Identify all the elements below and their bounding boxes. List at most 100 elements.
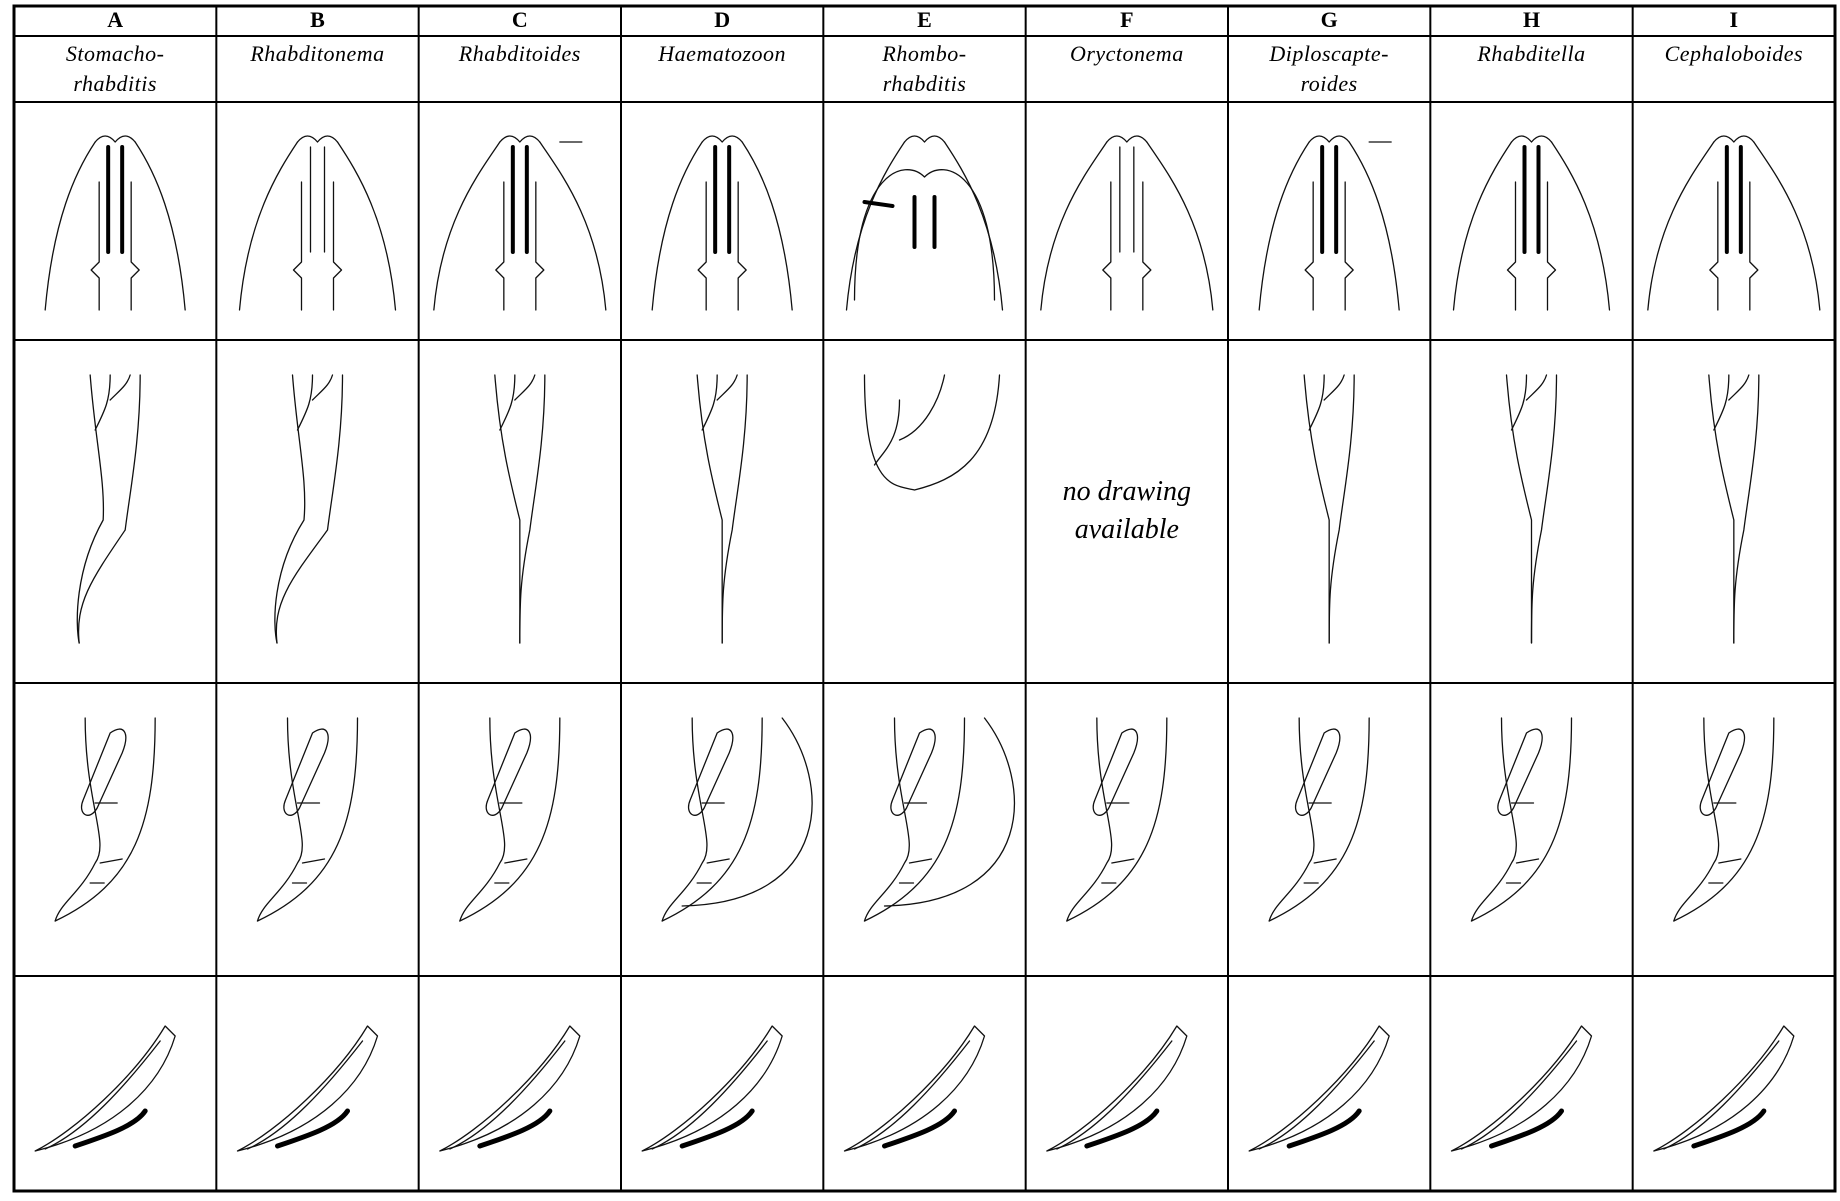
drawing-stroke [275, 374, 344, 644]
genus-name: rhabditis [73, 71, 157, 96]
head-drawing [1040, 135, 1214, 311]
gubernaculum [72, 1108, 148, 1149]
drawing-stroke [332, 181, 343, 311]
gubernaculum [1286, 1108, 1362, 1149]
genus-name: Diploscapte- [1268, 41, 1389, 66]
drawing-stroke [1295, 728, 1341, 816]
drawing-stroke [449, 1040, 566, 1150]
drawing-stroke [1040, 141, 1108, 311]
genus-name: Haematozoon [657, 41, 786, 66]
drawing-stroke [1713, 135, 1755, 143]
drawing-stroke [696, 802, 730, 884]
drawing-stroke [94, 374, 111, 431]
drawing-stroke [1505, 802, 1540, 884]
table-frame [12, 4, 1837, 1193]
genus-name: Oryctonema [1070, 41, 1184, 66]
drawing-stroke [514, 374, 536, 401]
drawing-stroke [1673, 717, 1775, 922]
drawing-stroke [903, 135, 946, 143]
drawing-stroke [495, 181, 505, 311]
drawing-stroke [873, 399, 901, 466]
drawing-stroke [1647, 141, 1715, 311]
female-tail-drawing [1303, 374, 1355, 644]
head-drawing [44, 135, 186, 311]
drawing-stroke [843, 1025, 986, 1152]
drawing-stroke [661, 717, 763, 922]
head-drawing [433, 135, 607, 311]
drawing-stroke [943, 141, 1004, 311]
drawing-stroke [274, 374, 306, 644]
drawing-stroke [1348, 141, 1400, 311]
drawing-stroke [1308, 135, 1350, 143]
column-letter: D [714, 7, 730, 32]
drawing-stroke [1450, 1025, 1593, 1152]
genus-name: Stomacho- [66, 41, 165, 66]
column-letter: G [1321, 7, 1338, 32]
drawing-stroke [1066, 717, 1113, 922]
drawing-stroke [494, 802, 528, 884]
male-tail-drawing [1268, 717, 1370, 922]
drawing-stroke [1733, 374, 1760, 644]
spicule-drawing [236, 1025, 379, 1152]
drawing-stroke [1470, 717, 1573, 922]
drawing-stroke [1699, 728, 1745, 816]
drawing-stroke [1258, 1040, 1375, 1150]
drawing-stroke [292, 181, 303, 311]
drawing-stroke [701, 374, 718, 431]
drawing-stroke [1753, 141, 1821, 311]
genus-name: rhabditis [883, 71, 967, 96]
drawing-stroke [1728, 374, 1750, 401]
drawing-stroke [1653, 1025, 1795, 1152]
drawing-stroke [94, 135, 136, 143]
drawing-stroke [883, 717, 1016, 907]
drawing-stroke [651, 141, 703, 311]
gubernaculum [1691, 1108, 1767, 1149]
drawing-stroke [1092, 728, 1138, 816]
drawing-stroke [1497, 728, 1543, 816]
spicule-drawing [1653, 1025, 1795, 1152]
drawing-stroke [701, 135, 743, 143]
gubernaculum [1489, 1108, 1564, 1149]
drawing-stroke [863, 374, 1001, 491]
genus-name: Rhombo- [881, 41, 966, 66]
male-tail-drawing [1470, 717, 1573, 922]
column-letter: I [1730, 7, 1739, 32]
drawing-stroke [238, 141, 299, 311]
drawing-stroke [34, 1025, 176, 1152]
drawing-stroke [1328, 374, 1355, 644]
drawing-stroke [1304, 181, 1314, 311]
drawing-stroke [853, 1040, 971, 1150]
drawing-stroke [1663, 1040, 1780, 1150]
column-letter: C [512, 7, 528, 32]
male-tail-drawing [256, 717, 359, 922]
drawing-stroke [853, 169, 996, 301]
drawing-stroke [439, 1025, 581, 1152]
drawing-stroke [1530, 374, 1558, 644]
gubernaculum [882, 1108, 957, 1149]
drawing-stroke [1102, 181, 1112, 311]
drawing-stroke [651, 1040, 768, 1150]
drawing-stroke [661, 717, 708, 922]
drawing-stroke [898, 802, 933, 884]
column-letter: F [1120, 7, 1133, 32]
drawing-stroke [539, 141, 607, 311]
drawing-stroke [681, 717, 813, 907]
drawing-stroke [1709, 181, 1719, 311]
female-tail-drawing [494, 374, 546, 644]
drawing-stroke [77, 374, 141, 644]
drawing-stroke [1258, 141, 1310, 311]
column-letter: A [107, 7, 123, 32]
male-tail-drawing [1673, 717, 1775, 922]
drawing-stroke [459, 717, 561, 922]
spicule-drawing [1248, 1025, 1390, 1152]
female-tail-drawing [274, 374, 344, 644]
head-drawing [845, 135, 1004, 311]
head-drawing [651, 135, 793, 311]
male-tail-drawing [661, 717, 813, 922]
gubernaculum [275, 1108, 350, 1149]
missing-drawing-note: no drawing [1063, 476, 1191, 507]
drawing-stroke [54, 717, 101, 922]
drawing-stroke [76, 374, 105, 644]
drawing-stroke [90, 181, 100, 311]
